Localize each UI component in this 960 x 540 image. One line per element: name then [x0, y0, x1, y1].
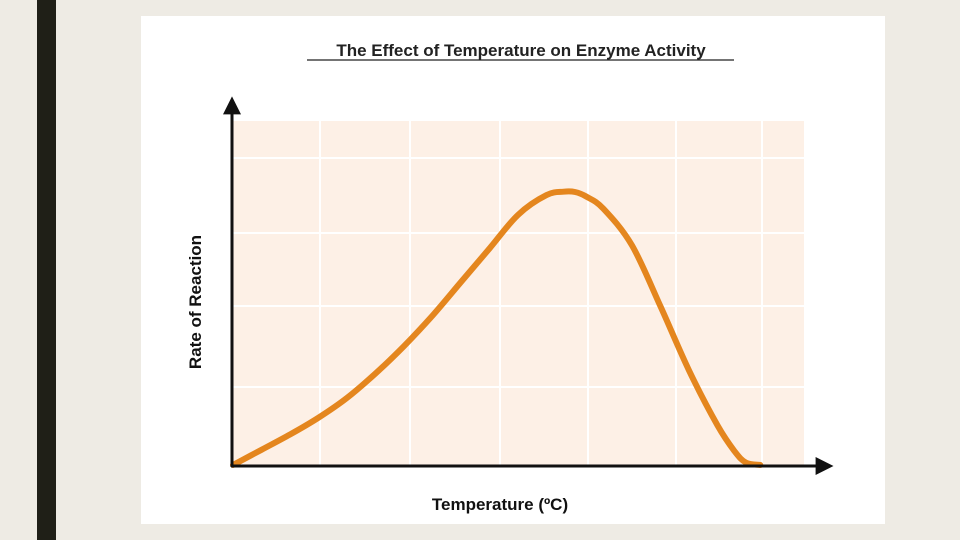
series-line-enzyme-activity — [230, 188, 764, 468]
plot-area — [233, 121, 804, 465]
x-axis-label: Temperature (ºC) — [432, 495, 568, 514]
gridlines — [233, 121, 804, 465]
slide-accent-bar — [37, 0, 56, 540]
chart-title: The Effect of Temperature on Enzyme Acti… — [336, 41, 706, 60]
y-axis-label: Rate of Reaction — [186, 235, 205, 369]
